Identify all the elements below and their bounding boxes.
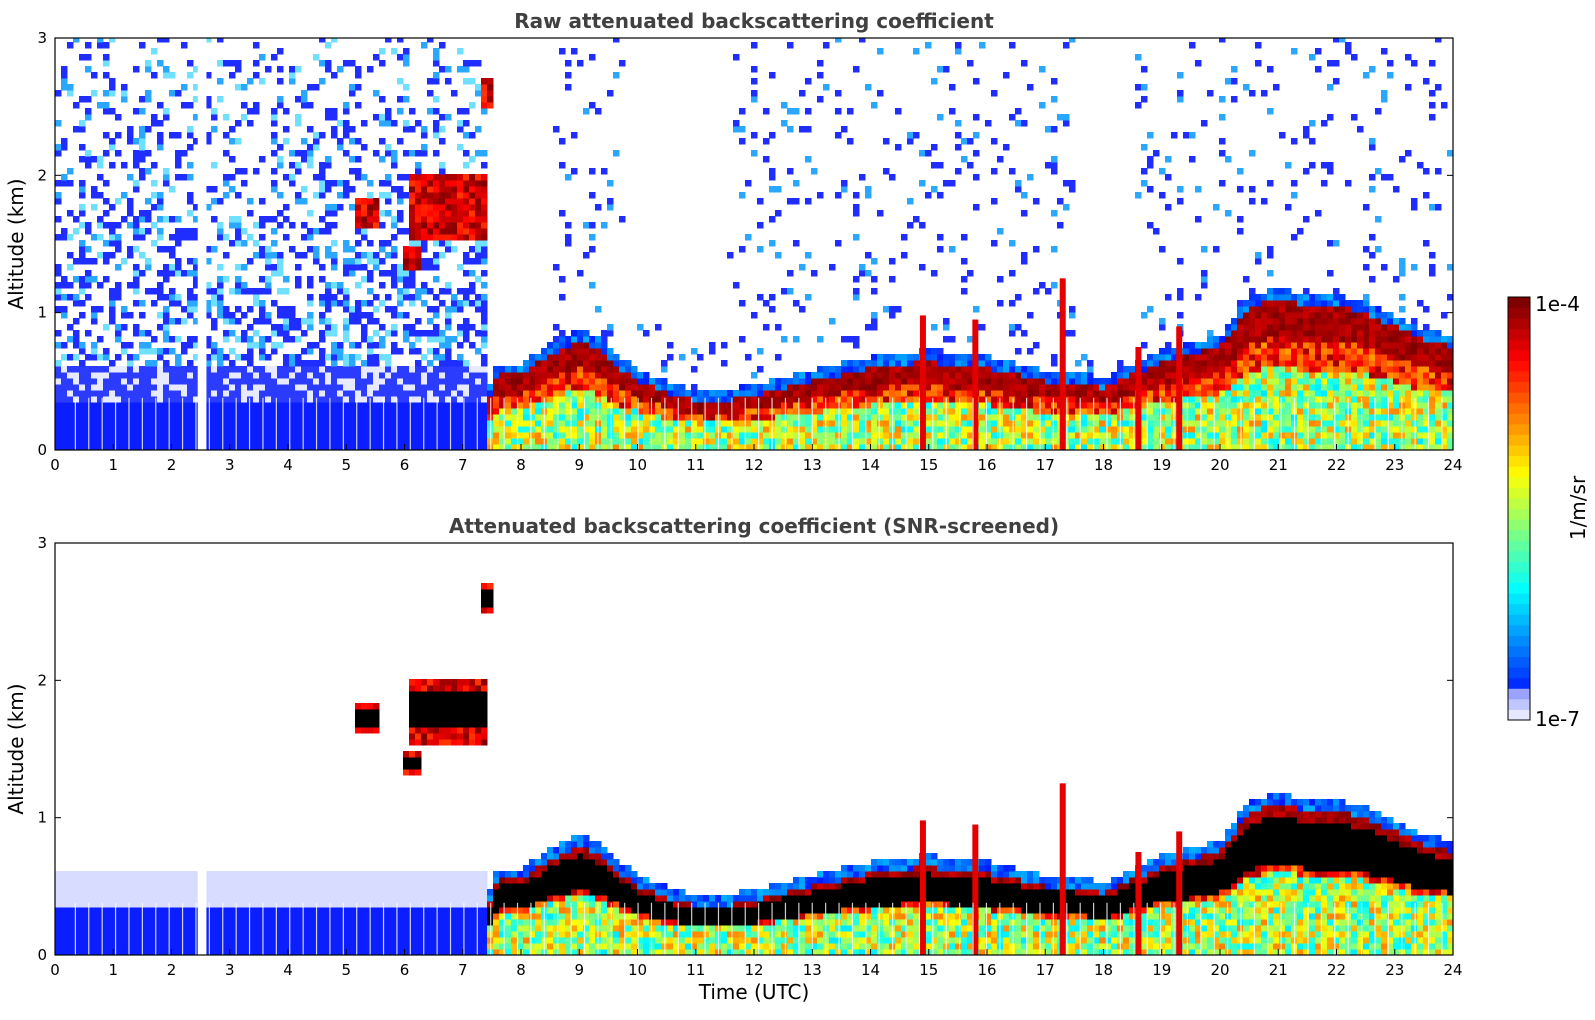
x-tick-label: 21	[1269, 456, 1288, 474]
y-tick-label: 3	[37, 29, 47, 47]
x-tick-label: 8	[516, 961, 526, 979]
x-tick-label: 11	[686, 456, 705, 474]
x-tick-label: 23	[1385, 961, 1404, 979]
x-tick-label: 2	[167, 456, 177, 474]
x-tick-label: 1	[108, 961, 118, 979]
x-tick-label: 17	[1036, 456, 1055, 474]
x-tick-label: 0	[50, 456, 60, 474]
x-tick-label: 20	[1210, 961, 1229, 979]
x-tick-label: 16	[977, 961, 996, 979]
x-tick-label: 15	[919, 961, 938, 979]
chart-title-2: Attenuated backscattering coefficient (S…	[449, 514, 1059, 538]
x-tick-label: 3	[225, 456, 235, 474]
x-tick-label: 6	[400, 961, 410, 979]
x-tick-label: 5	[341, 961, 351, 979]
x-tick-label: 21	[1269, 961, 1288, 979]
colorbar-unit-label: 1/m/sr	[1566, 475, 1590, 540]
colorbar	[1507, 296, 1531, 721]
x-tick-label: 20	[1210, 456, 1229, 474]
y-tick-label: 1	[37, 809, 47, 827]
x-tick-label: 7	[458, 961, 468, 979]
heatmap-2	[55, 543, 1453, 955]
x-tick-label: 4	[283, 961, 293, 979]
y-axis-label-2: Altitude (km)	[4, 683, 28, 814]
x-tick-label: 23	[1385, 456, 1404, 474]
colorbar-min-label: 1e-7	[1535, 707, 1580, 731]
x-tick-label: 17	[1036, 961, 1055, 979]
y-tick-label: 2	[37, 166, 47, 184]
x-tick-label: 10	[628, 456, 647, 474]
x-tick-label: 8	[516, 456, 526, 474]
y-axis-label-1: Altitude (km)	[4, 178, 28, 309]
x-tick-label: 18	[1094, 961, 1113, 979]
x-tick-label: 16	[977, 456, 996, 474]
heatmap-1	[55, 38, 1453, 450]
y-tick-label: 3	[37, 534, 47, 552]
x-tick-label: 15	[919, 456, 938, 474]
x-tick-label: 3	[225, 961, 235, 979]
chart-title-1: Raw attenuated backscattering coefficien…	[514, 9, 994, 33]
x-tick-label: 11	[686, 961, 705, 979]
x-tick-label: 2	[167, 961, 177, 979]
x-tick-label: 5	[341, 456, 351, 474]
x-tick-label: 12	[744, 961, 763, 979]
x-axis-label: Time (UTC)	[698, 980, 810, 1004]
x-tick-label: 0	[50, 961, 60, 979]
x-tick-label: 19	[1152, 456, 1171, 474]
x-tick-label: 7	[458, 456, 468, 474]
x-tick-label: 4	[283, 456, 293, 474]
y-tick-label: 1	[37, 304, 47, 322]
y-tick-label: 0	[37, 441, 47, 459]
x-tick-label: 22	[1327, 456, 1346, 474]
x-tick-label: 13	[803, 961, 822, 979]
y-tick-label: 0	[37, 946, 47, 964]
x-tick-label: 13	[803, 456, 822, 474]
x-tick-label: 12	[744, 456, 763, 474]
x-tick-label: 14	[861, 456, 880, 474]
y-tick-label: 2	[37, 671, 47, 689]
x-tick-label: 24	[1443, 961, 1462, 979]
x-tick-label: 9	[574, 961, 584, 979]
x-tick-label: 1	[108, 456, 118, 474]
x-tick-label: 19	[1152, 961, 1171, 979]
x-tick-label: 18	[1094, 456, 1113, 474]
x-tick-label: 24	[1443, 456, 1462, 474]
x-tick-label: 14	[861, 961, 880, 979]
x-tick-label: 6	[400, 456, 410, 474]
x-tick-label: 22	[1327, 961, 1346, 979]
x-tick-label: 9	[574, 456, 584, 474]
x-tick-label: 10	[628, 961, 647, 979]
colorbar-max-label: 1e-4	[1535, 292, 1580, 316]
